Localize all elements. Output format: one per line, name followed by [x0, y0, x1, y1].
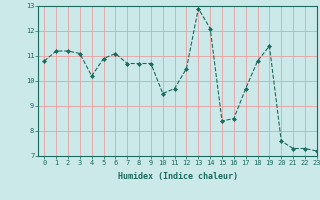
X-axis label: Humidex (Indice chaleur): Humidex (Indice chaleur)	[118, 172, 238, 181]
